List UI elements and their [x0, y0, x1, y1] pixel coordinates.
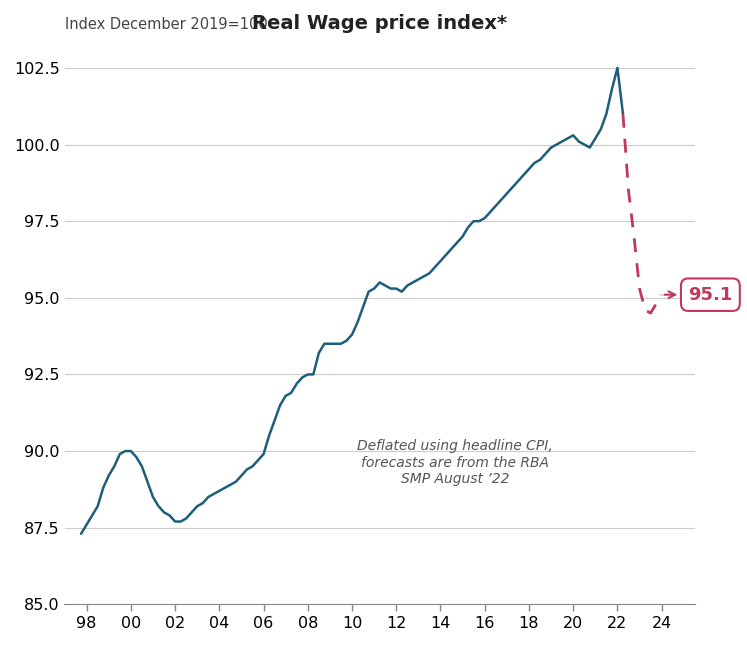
Text: Index December 2019=100: Index December 2019=100: [64, 17, 267, 32]
Text: 95.1: 95.1: [664, 286, 733, 304]
Title: Real Wage price index*: Real Wage price index*: [252, 14, 507, 33]
Text: Deflated using headline CPI,
forecasts are from the RBA
SMP August ’22: Deflated using headline CPI, forecasts a…: [357, 439, 554, 486]
